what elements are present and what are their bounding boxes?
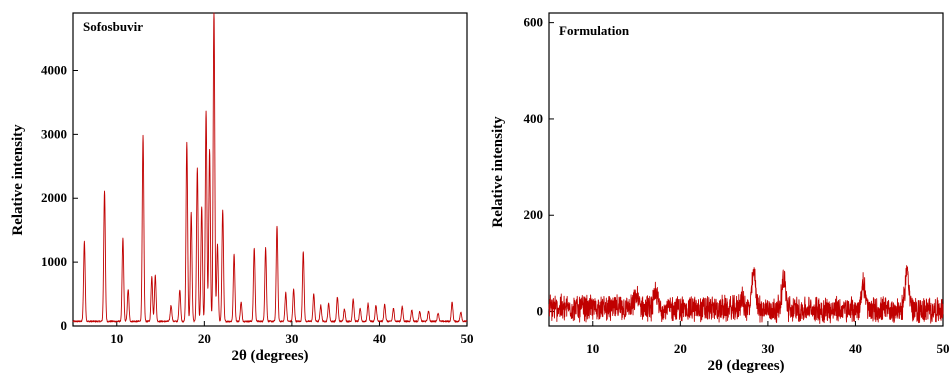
x-tick-label-sofosbuvir: 30: [285, 331, 298, 346]
y-tick-label-formulation: 400: [524, 111, 544, 126]
y-axis-label-formulation: Relative intensity: [490, 116, 506, 228]
x-tick-label-formulation: 30: [761, 341, 774, 356]
plot-frame-formulation: [548, 12, 944, 327]
y-tick-label-sofosbuvir: 1000: [41, 254, 67, 269]
panel-title-sofosbuvir: Sofosbuvir: [83, 19, 143, 34]
y-tick-label-sofosbuvir: 3000: [41, 126, 67, 141]
x-tick-label-sofosbuvir: 20: [198, 331, 211, 346]
x-tick-label-sofosbuvir: 10: [110, 331, 123, 346]
y-axis-label-sofosbuvir: Relative intensity: [10, 124, 26, 236]
x-tick-label-formulation: 50: [937, 341, 949, 356]
x-tick-label-formulation: 40: [849, 341, 862, 356]
x-tick-label-formulation: 20: [674, 341, 687, 356]
x-tick-label-sofosbuvir: 40: [373, 331, 386, 346]
panel-formulation: 0 200 400 600 10 20 30 40 50 Formulation 2θ (deg…: [490, 12, 949, 374]
x-axis-label-sofosbuvir: 2θ (degrees): [231, 348, 308, 364]
x-tick-label-formulation: 10: [586, 341, 599, 356]
y-tick-label-formulation: 200: [524, 207, 544, 222]
y-tick-label-formulation: 600: [524, 15, 544, 30]
x-tick-label-sofosbuvir: 50: [461, 331, 474, 346]
plot-frame-sofosbuvir: [72, 12, 468, 327]
x-axis-label-formulation: 2θ (degrees): [707, 358, 784, 374]
y-tick-label-sofosbuvir: 2000: [41, 190, 67, 205]
formulation-marks: 0 200 400 600 10 20 30 40 50: [524, 15, 949, 356]
diffractogram-line-formulation: [548, 265, 944, 324]
y-tick-label-sofosbuvir: 4000: [41, 62, 67, 77]
diffractogram-line-sofosbuvir: [72, 12, 468, 323]
y-tick-label-formulation: 0: [537, 304, 544, 319]
panel-title-formulation: Formulation: [559, 23, 630, 38]
sofosbuvir-marks: 0 1000 2000 3000 4000 10 20 30 40 50: [41, 12, 474, 346]
y-tick-label-sofosbuvir: 0: [61, 318, 68, 333]
panel-sofosbuvir: 0 1000 2000 3000 4000 10 20 30 40 50 Sofosbuvir 2…: [10, 12, 474, 364]
